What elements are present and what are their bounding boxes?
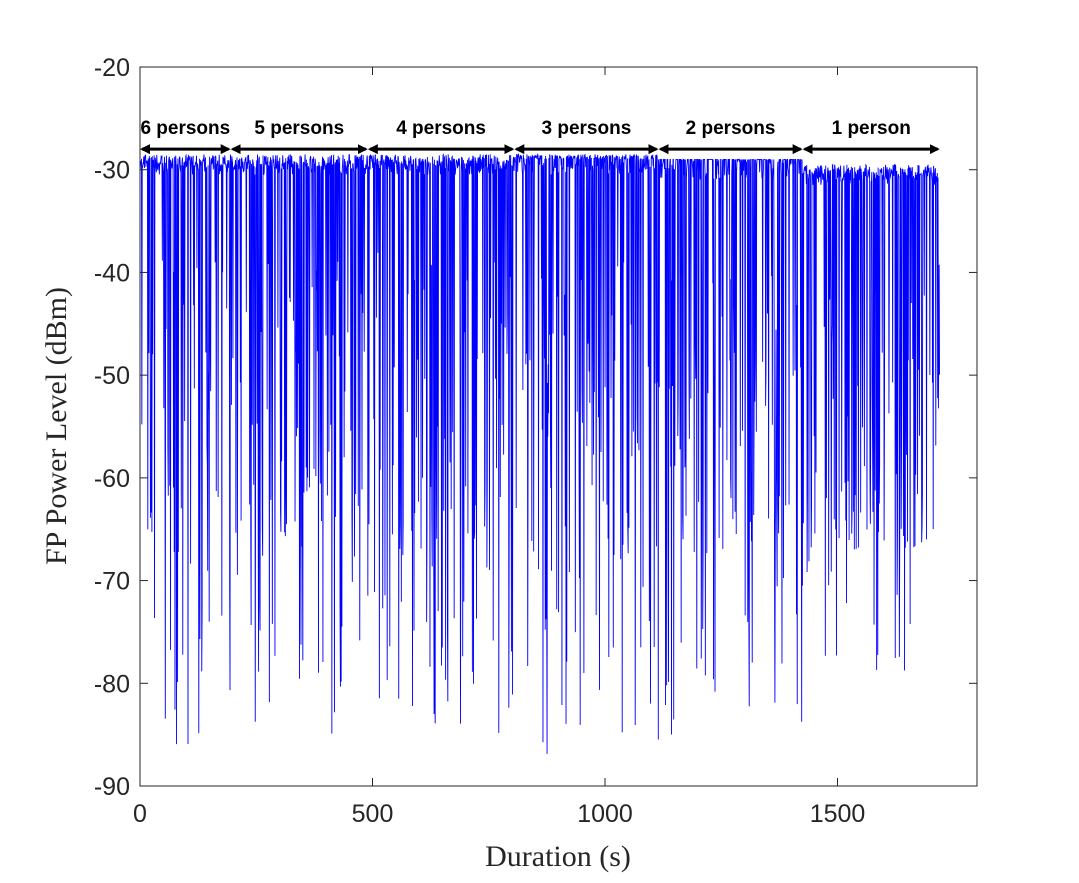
x-tick-label: 1500 bbox=[810, 800, 866, 828]
y-tick-label: -30 bbox=[94, 157, 130, 185]
x-tick-label: 0 bbox=[133, 800, 147, 828]
segment-label: 1 person bbox=[832, 118, 911, 139]
segment-label: 6 persons bbox=[140, 118, 230, 139]
y-tick-label: -40 bbox=[94, 259, 130, 287]
x-axis-title: Duration (s) bbox=[485, 840, 631, 873]
segment-label: 4 persons bbox=[396, 118, 486, 139]
y-axis-title: FP Power Level (dBm) bbox=[40, 287, 73, 565]
y-tick-label: -80 bbox=[94, 670, 130, 698]
x-tick-label: 1000 bbox=[577, 800, 633, 828]
segment-label: 5 persons bbox=[254, 118, 344, 139]
x-tick-label: 500 bbox=[352, 800, 394, 828]
y-tick-label: -90 bbox=[94, 773, 130, 801]
y-tick-label: -20 bbox=[94, 54, 130, 82]
y-tick-label: -70 bbox=[94, 568, 130, 596]
segment-annotations: 6 persons 5 persons 4 persons 3 persons 2 pe… bbox=[140, 118, 940, 155]
plot-frame bbox=[139, 66, 978, 787]
segment-label: 3 persons bbox=[542, 118, 632, 139]
signal-line bbox=[139, 152, 940, 754]
y-tick-label: -50 bbox=[94, 362, 130, 390]
signal-series bbox=[139, 152, 940, 754]
segment-label: 2 persons bbox=[686, 118, 776, 139]
axis-ticks: 0 500 1000 1500 -20 -30 -40 -50 -60 -70 -80 -90 bbox=[94, 54, 977, 828]
y-tick-label: -60 bbox=[94, 465, 130, 493]
